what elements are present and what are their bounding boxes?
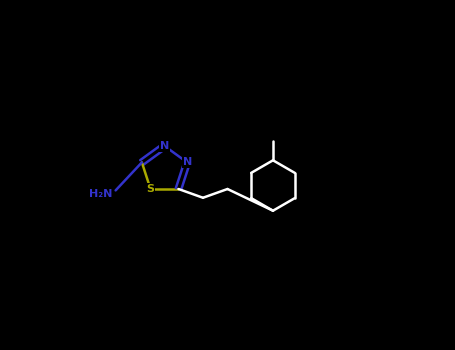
Text: H₂N: H₂N <box>89 189 112 199</box>
Text: N: N <box>160 141 169 151</box>
Text: N: N <box>182 158 192 167</box>
Text: S: S <box>147 184 155 194</box>
